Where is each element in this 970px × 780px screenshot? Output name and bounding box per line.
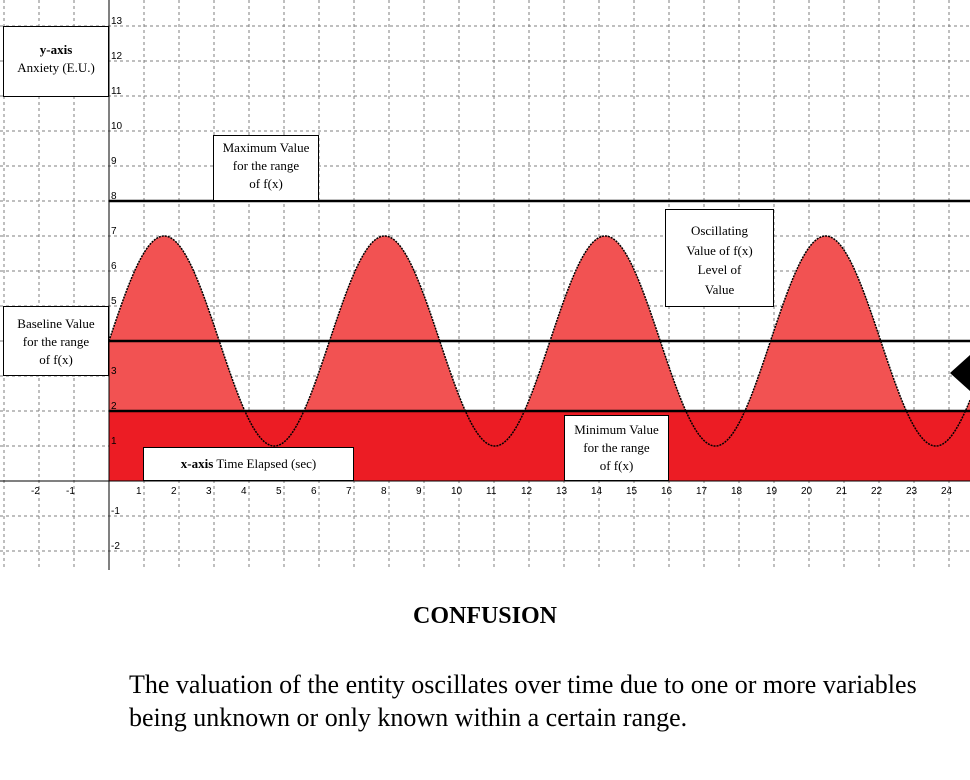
x-tick-label: 2: [171, 486, 177, 497]
x-tick-label: 13: [556, 486, 568, 497]
y-axis-label-text: Anxiety (E.U.): [17, 60, 95, 75]
y-axis-label-box: y-axis Anxiety (E.U.): [3, 26, 109, 97]
x-tick-label: 22: [871, 486, 883, 497]
y-axis-label-bold: y-axis: [39, 42, 73, 57]
x-tick-label: 7: [346, 486, 352, 497]
x-tick-label: 10: [451, 486, 463, 497]
minimum-value-line-3: of f(x): [599, 458, 634, 473]
x-tick-label: 18: [731, 486, 743, 497]
curve-layer: [108, 235, 970, 447]
oscillating-line-1: Oscillating: [690, 223, 749, 238]
y-tick-label: 1: [111, 436, 117, 447]
axes: [0, 0, 970, 570]
x-tick-label: -2: [31, 486, 40, 497]
y-tick-label: 2: [111, 401, 117, 412]
x-tick-label: 14: [591, 486, 603, 497]
y-tick-label: 9: [111, 156, 117, 167]
y-tick-label: 6: [111, 261, 117, 272]
x-tick-label: 24: [941, 486, 953, 497]
x-tick-label: 6: [311, 486, 317, 497]
y-tick-label: 5: [111, 296, 117, 307]
y-tick-label: 13: [111, 16, 123, 27]
x-tick-labels: -2 -1 1 2 3 4 5 6 7 8 9 10 11 12 13 14 15 16 17 18 19 20 21 22 2…: [31, 486, 953, 497]
oscillating-line-2: Value of f(x): [686, 242, 753, 258]
y-tick-label: -2: [111, 541, 120, 552]
chart-svg: -2 -1 1 2 3 4 5 6 7 8 9 10 11 12 13 14 15 16 17 18 19 20 21 22 2…: [0, 0, 970, 570]
maximum-value-line-2: for the range: [232, 158, 300, 173]
y-tick-label: 12: [111, 51, 123, 62]
x-tick-label: 5: [276, 486, 282, 497]
reference-lines: [109, 199, 970, 413]
minimum-value-label: Minimum Value for the range of f(x): [564, 415, 669, 481]
minimum-value-line-2: for the range: [583, 440, 650, 455]
x-tick-label: 21: [836, 486, 848, 497]
baseline-value-line-2: for the range: [22, 334, 90, 349]
maximum-value-label: Maximum Value for the range of f(x): [213, 135, 319, 201]
y-tick-label: 3: [111, 366, 117, 377]
x-tick-label: 16: [661, 486, 673, 497]
y-tick-label: 8: [111, 191, 117, 202]
y-tick-label: 11: [111, 86, 122, 97]
y-tick-label: 10: [111, 121, 123, 132]
arrow-head-icon: [950, 355, 970, 391]
minimum-value-line-1: Minimum Value: [574, 422, 659, 437]
y-tick-label: 7: [111, 226, 117, 237]
x-tick-label: 12: [521, 486, 533, 497]
x-tick-label: 9: [416, 486, 422, 497]
oscillating-line-3: Level of: [697, 262, 742, 277]
x-tick-label: 11: [486, 486, 497, 497]
sine-curve: [108, 235, 970, 447]
x-axis-label-bold: x-axis: [180, 456, 214, 471]
area-fills: [109, 236, 970, 481]
x-tick-label: 8: [381, 486, 387, 497]
x-axis-label-box: x-axis Time Elapsed (sec): [143, 447, 354, 481]
x-tick-label: 1: [136, 486, 142, 497]
oscillating-line-4: Value: [704, 281, 735, 297]
maximum-value-line-3: of f(x): [249, 176, 283, 191]
chart-title: CONFUSION: [412, 603, 557, 629]
baseline-value-label: Baseline Value for the range of f(x): [3, 306, 109, 376]
baseline-value-line-1: Baseline Value: [17, 316, 95, 331]
x-tick-label: -1: [66, 486, 75, 497]
trough-background: [109, 341, 970, 446]
x-tick-label: 23: [906, 486, 918, 497]
x-tick-label: 15: [626, 486, 638, 497]
chart-description: The valuation of the entity oscillates o…: [129, 670, 917, 732]
maximum-value-line-1: Maximum Value: [222, 140, 310, 155]
x-axis-label-text: Time Elapsed (sec): [216, 456, 317, 471]
y-tick-label: -1: [111, 506, 120, 517]
x-tick-label: 20: [801, 486, 813, 497]
baseline-value-line-3: of f(x): [39, 352, 73, 367]
x-tick-label: 19: [766, 486, 778, 497]
oscillating-value-label: Oscillating Value of f(x) Level of Value: [665, 209, 774, 307]
x-tick-label: 3: [206, 486, 212, 497]
x-tick-label: 4: [241, 486, 247, 497]
x-tick-label: 17: [696, 486, 708, 497]
